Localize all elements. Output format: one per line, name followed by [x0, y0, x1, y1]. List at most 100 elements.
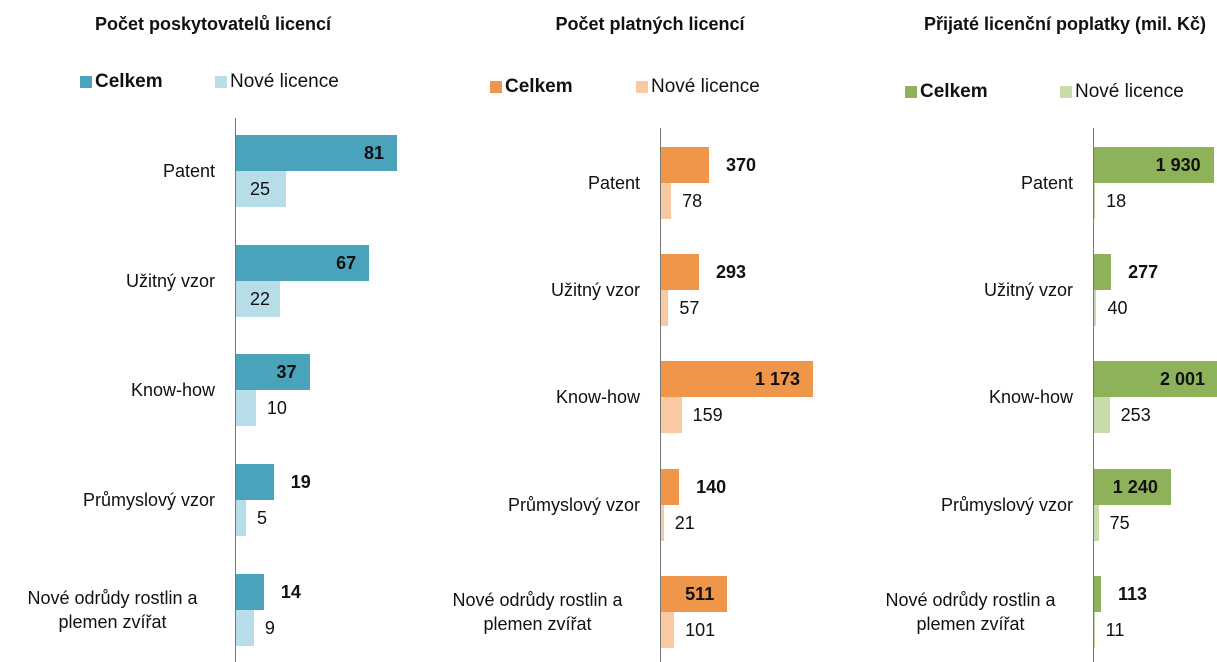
legend-label: Celkem: [505, 76, 573, 97]
category-text: Užitný vzor: [550, 280, 640, 300]
bar: [1094, 254, 1112, 290]
legend-label: Celkem: [95, 71, 163, 92]
category-text: Patent: [162, 161, 215, 181]
bar: [236, 135, 397, 171]
bar: [661, 397, 682, 433]
legend-label: Nové licence: [651, 76, 760, 97]
legend-swatch: [636, 81, 648, 93]
category-text: Nové odrůdy rostlin a plemen zvířat: [885, 590, 1056, 634]
legend-label: Nové licence: [1075, 81, 1184, 102]
value-label: 21: [674, 513, 695, 533]
value-label: 40: [1107, 298, 1128, 318]
bar: [236, 354, 310, 390]
value-label: 37: [276, 362, 297, 382]
bar: [236, 171, 286, 207]
category-text: Know-how: [988, 387, 1073, 407]
value-label: 159: [692, 405, 723, 425]
category-text: Patent: [587, 173, 640, 193]
value-label: 5: [256, 508, 267, 528]
bar: [236, 245, 370, 281]
value-label: 25: [250, 179, 271, 199]
value-label: 140: [696, 477, 727, 497]
bar: [661, 254, 699, 290]
category-label: Know-how: [843, 357, 1073, 437]
legend-label: Celkem: [920, 81, 988, 102]
value-label: 75: [1109, 513, 1130, 533]
legend-swatch: [80, 76, 92, 88]
bar: [1094, 290, 1097, 326]
category-text: Know-how: [555, 387, 640, 407]
value-label: 2 001: [1159, 369, 1205, 389]
bar: [661, 505, 664, 541]
value-label: 293: [715, 262, 746, 282]
legend-swatch: [1060, 86, 1072, 98]
value-label: 370: [725, 155, 756, 175]
legend-swatch: [905, 86, 917, 98]
category-label: Průmyslový vzor: [843, 465, 1073, 545]
value-label: 1 240: [1112, 477, 1158, 497]
legend-item: Celkem: [490, 75, 573, 99]
bar: [236, 574, 264, 610]
chart-title: Přijaté licenční poplatky (mil. Kč): [923, 14, 1207, 34]
bar: [661, 576, 728, 612]
bar: [236, 610, 254, 646]
value-label: 18: [1106, 191, 1127, 211]
bar: [1094, 505, 1099, 541]
category-label: Patent: [410, 143, 640, 223]
value-label: 14: [280, 582, 301, 602]
legend-swatch: [215, 76, 227, 88]
category-label: Užitný vzor: [843, 250, 1073, 330]
legend-swatch: [490, 81, 502, 93]
category-label: Patent: [0, 131, 215, 211]
bar: [661, 183, 672, 219]
value-label: 9: [264, 618, 275, 638]
category-text: Nové odrůdy rostlin a plemen zvířat: [27, 588, 198, 632]
category-label: Průmyslový vzor: [0, 460, 215, 540]
category-text: Průmyslový vzor: [507, 495, 640, 515]
category-label: Nové odrůdy rostlin a plemen zvířat: [410, 572, 640, 652]
legend-item: Celkem: [80, 70, 163, 94]
value-label: 19: [290, 472, 311, 492]
axis-line: [660, 128, 661, 662]
category-label: Patent: [843, 143, 1073, 223]
category-label: Užitný vzor: [0, 241, 215, 321]
legend-label: Nové licence: [230, 71, 339, 92]
category-text: Patent: [1020, 173, 1073, 193]
value-label: 22: [250, 289, 271, 309]
value-label: 511: [685, 584, 715, 604]
bar: [1094, 361, 1217, 397]
category-text: Průmyslový vzor: [940, 495, 1073, 515]
axis-line: [235, 118, 236, 662]
value-label: 67: [336, 253, 357, 273]
value-label: 57: [679, 298, 700, 318]
legend-item: Nové licence: [1060, 80, 1184, 104]
bar: [1094, 576, 1101, 612]
value-label: 113: [1118, 584, 1148, 604]
category-label: Nové odrůdy rostlin a plemen zvířat: [843, 572, 1073, 652]
category-text: Průmyslový vzor: [82, 490, 215, 510]
value-label: 11: [1105, 620, 1125, 640]
category-text: Nové odrůdy rostlin a plemen zvířat: [452, 590, 623, 634]
value-label: 253: [1120, 405, 1151, 425]
bar: [1094, 147, 1214, 183]
value-label: 1 173: [754, 369, 800, 389]
category-label: Know-how: [0, 350, 215, 430]
chart-title: Počet platných licencí: [555, 14, 745, 34]
bar: [236, 464, 274, 500]
legend-item: Nové licence: [215, 70, 339, 94]
bar: [661, 612, 675, 648]
category-label: Užitný vzor: [410, 250, 640, 330]
value-label: 277: [1128, 262, 1159, 282]
bar: [661, 147, 709, 183]
chart-title: Počet poskytovatelů licencí: [94, 14, 332, 34]
category-label: Know-how: [410, 357, 640, 437]
bar: [1094, 183, 1096, 219]
category-label: Průmyslový vzor: [410, 465, 640, 545]
bar: [236, 281, 280, 317]
bar: [661, 361, 813, 397]
bar: [661, 469, 680, 505]
legend-item: Celkem: [905, 80, 988, 104]
legend-item: Nové licence: [636, 75, 760, 99]
category-label: Nové odrůdy rostlin a plemen zvířat: [0, 570, 215, 650]
